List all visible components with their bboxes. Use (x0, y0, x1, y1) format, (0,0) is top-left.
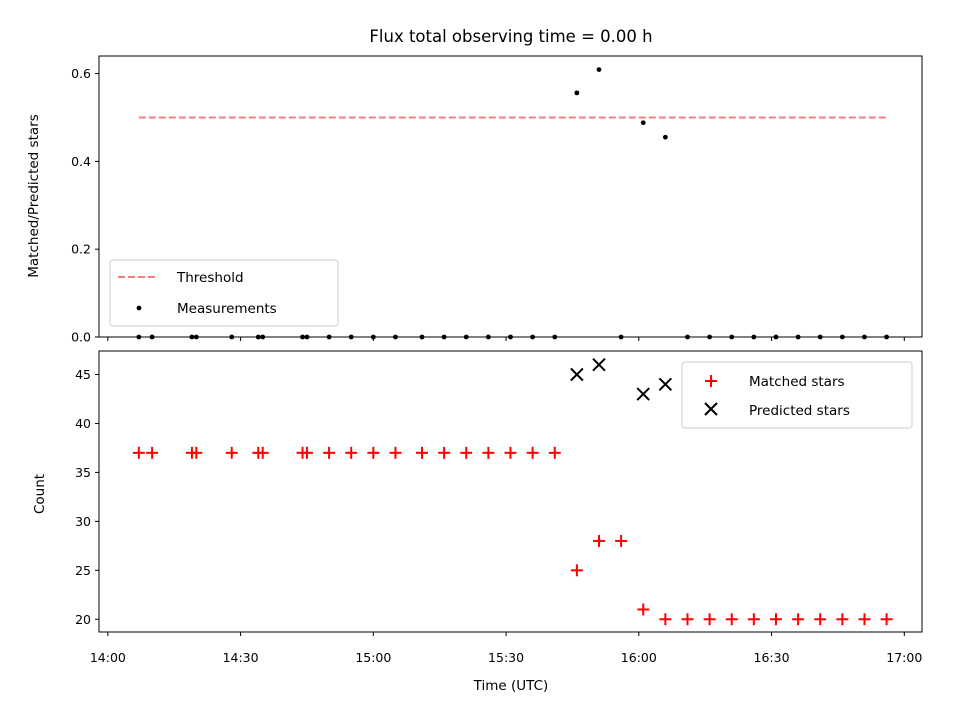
matched-star-point (681, 613, 694, 626)
top-y-tick-label: 0.6 (71, 66, 91, 81)
matched-star-point (482, 446, 495, 459)
bottom-y-tick-label: 45 (75, 367, 91, 382)
matched-star-point (814, 613, 827, 626)
measurement-point (640, 120, 646, 126)
matched-star-point (659, 613, 672, 626)
matched-star-point (570, 564, 583, 577)
matched-star-point (438, 446, 451, 459)
top-y-tick-label: 0.4 (71, 154, 91, 169)
matched-star-point (504, 446, 517, 459)
matched-stars-legend-swatch (705, 375, 717, 387)
bottom-axes: 20 25 30 35 40 45 14:00 14:30 15:00 15:30 16:00 16:… (75, 350, 923, 665)
matched-star-point (637, 603, 650, 616)
bottom-legend-frame (681, 361, 913, 429)
predicted-star-point (592, 358, 606, 372)
top-legend-frame (109, 259, 339, 327)
bottom-y-tick-label: 35 (75, 465, 91, 480)
top-legend: Threshold Measurements (109, 259, 339, 327)
matched-star-point (592, 534, 605, 547)
bottom-y-tick-label: 30 (75, 514, 91, 529)
top-y-tick-label: 0.2 (71, 242, 91, 257)
matched-star-point (225, 446, 238, 459)
matched-star-point (725, 613, 738, 626)
top-plot-frame (98, 55, 923, 338)
matched-star-point (548, 446, 561, 459)
measurement-point (662, 134, 668, 140)
matched-star-point (300, 446, 313, 459)
top-y-axis-title: Matched/Predicted stars (26, 114, 42, 277)
matched-star-point (836, 613, 849, 626)
matched-star-point (703, 613, 716, 626)
matched-star-point (367, 446, 380, 459)
predicted-star-point (636, 387, 650, 401)
bottom-legend: Matched stars Predicted stars (681, 361, 913, 429)
matched-star-point (792, 613, 805, 626)
bottom-x-tick-label: 16:30 (754, 650, 790, 665)
matched-star-point (416, 446, 429, 459)
matched-star-point (190, 446, 203, 459)
predicted-star-point (570, 367, 584, 382)
matched-star-point (345, 446, 358, 459)
bottom-y-tick-label: 25 (75, 563, 91, 578)
chart-title: Flux total observing time = 0.00 h (369, 27, 652, 46)
matched-star-point (880, 613, 893, 626)
matched-star-point (747, 613, 760, 626)
bottom-x-tick-label: 14:00 (90, 650, 126, 665)
bottom-x-tick-label: 17:00 (886, 650, 922, 665)
matched-star-point (769, 613, 782, 626)
matched-star-point (323, 446, 336, 459)
predicted-star-point (658, 377, 673, 391)
predicted-stars-legend-label: Predicted stars (749, 403, 850, 419)
measurement-point (596, 67, 602, 73)
top-axes: 0.0 0.2 0.4 0.6 (71, 55, 923, 345)
matched-star-point (146, 446, 159, 459)
bottom-y-tick-label: 20 (75, 612, 91, 627)
bottom-plot-frame (98, 350, 923, 633)
bottom-x-tick-label: 15:30 (488, 650, 524, 665)
matched-star-point (460, 446, 473, 459)
top-y-tick-label: 0.0 (71, 330, 91, 345)
measurements-legend-label: Measurements (177, 301, 277, 317)
matched-stars-legend-label: Matched stars (749, 374, 845, 390)
matched-star-point (526, 446, 539, 459)
matched-star-point (256, 446, 269, 459)
bottom-x-tick-label: 15:00 (355, 650, 391, 665)
matched-star-point (132, 446, 145, 459)
predicted-stars-legend-swatch (704, 402, 718, 416)
measurements-legend-swatch (136, 305, 142, 311)
matched-star-point (615, 534, 628, 547)
bottom-x-tick-label: 14:30 (223, 650, 259, 665)
matched-star-point (858, 613, 871, 626)
threshold-legend-label: Threshold (176, 270, 244, 286)
bottom-x-tick-label: 16:00 (621, 650, 657, 665)
matched-star-point (389, 446, 402, 459)
x-axis-title: Time (UTC) (473, 678, 549, 694)
bottom-y-tick-label: 40 (75, 416, 91, 431)
bottom-y-axis-title: Count (32, 474, 48, 514)
measurement-point (574, 90, 580, 96)
